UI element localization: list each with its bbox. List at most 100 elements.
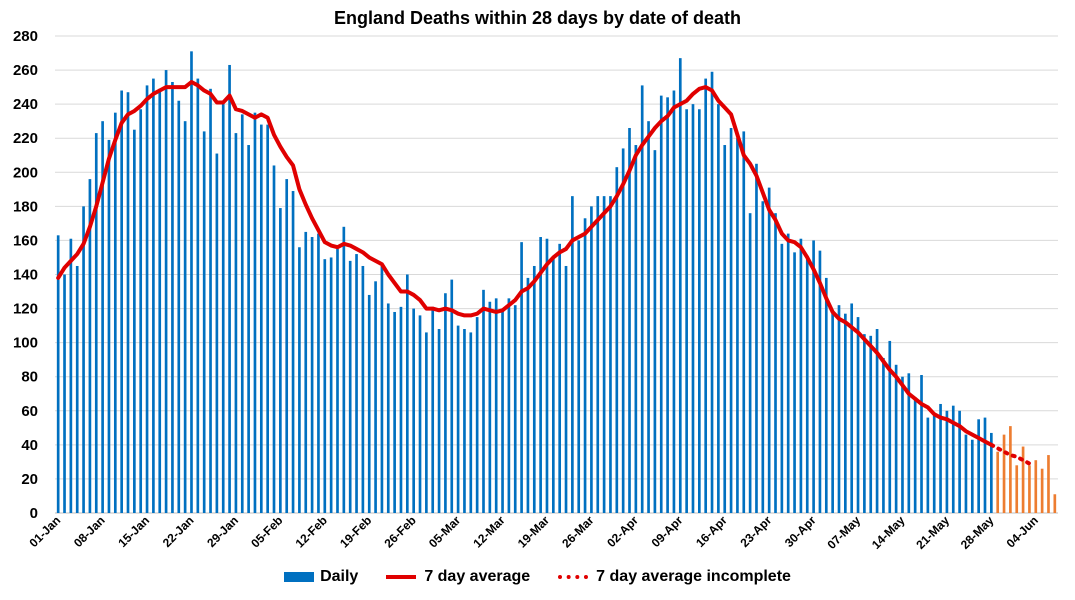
x-tick-label: 22-Jan [160, 513, 197, 550]
daily-bar [475, 317, 479, 513]
daily-bar [336, 248, 339, 514]
daily-bar [793, 252, 796, 513]
daily-bar [691, 104, 695, 514]
daily-bar [564, 265, 568, 513]
y-tick-label: 240 [13, 96, 38, 113]
daily-bar [818, 250, 822, 513]
daily-bar [742, 131, 746, 513]
x-tick-label: 12-Feb [293, 513, 330, 550]
daily-bar [94, 133, 98, 513]
daily-bar [970, 439, 974, 513]
daily-bar [126, 92, 130, 513]
daily-bar [1015, 465, 1019, 513]
daily-bar [247, 145, 250, 513]
y-tick-label: 200 [13, 164, 38, 181]
daily-bar [234, 133, 238, 513]
daily-bar [571, 196, 574, 513]
daily-bar [329, 257, 333, 513]
daily-bar [780, 243, 784, 514]
daily-bar [240, 114, 244, 513]
daily-bar [501, 308, 504, 513]
y-tick-label: 260 [13, 62, 38, 79]
daily-bar [977, 419, 980, 513]
chart-plot: 020406080100120140160180200220240260280 … [13, 28, 1058, 552]
daily-bar [361, 265, 365, 513]
daily-bar [894, 364, 898, 513]
daily-bar [1021, 446, 1025, 513]
daily-bar [145, 85, 149, 514]
daily-bar [1047, 455, 1050, 513]
daily-bar [285, 179, 289, 513]
daily-bar [545, 238, 549, 513]
x-tick-label: 05-Feb [248, 513, 285, 550]
daily-bar [469, 332, 473, 513]
daily-bar [215, 153, 219, 513]
daily-bar [279, 208, 282, 513]
daily-bar [253, 112, 257, 514]
daily-bar [463, 329, 466, 513]
legend: Daily 7 day average 7 day average incomp… [0, 568, 1075, 586]
daily-bar [723, 145, 727, 513]
daily-bar [945, 410, 949, 513]
legend-daily-label: Daily [320, 568, 359, 585]
daily-bar [704, 78, 708, 513]
daily-bar [56, 235, 60, 513]
daily-bar [786, 233, 790, 513]
daily-bar [913, 397, 917, 513]
x-tick-label: 09-Apr [649, 513, 686, 550]
avg-line-incomplete [989, 442, 1032, 466]
daily-bar [532, 265, 536, 513]
x-tick-label: 21-May [913, 513, 952, 552]
daily-bar [596, 196, 600, 513]
daily-bar [456, 325, 460, 513]
y-tick-label: 40 [21, 437, 38, 454]
daily-bar [1009, 426, 1012, 513]
daily-bar [272, 165, 276, 513]
daily-bar [139, 109, 143, 513]
daily-bar [386, 303, 390, 513]
daily-bar [577, 240, 581, 513]
daily-bar [304, 231, 308, 514]
x-tick-label: 16-Apr [693, 513, 730, 550]
daily-bar [291, 191, 295, 513]
daily-bar [907, 373, 911, 513]
daily-bar [444, 293, 447, 513]
daily-bar [405, 274, 409, 513]
y-tick-label: 120 [13, 301, 38, 318]
daily-bar [298, 247, 301, 513]
x-tick-label: 19-Feb [337, 513, 374, 550]
x-tick-label: 05-Mar [426, 513, 463, 550]
daily-bar [647, 121, 650, 513]
daily-bar [113, 112, 117, 514]
x-tick-label: 07-May [824, 513, 863, 552]
x-tick-label: 26-Feb [382, 513, 419, 550]
daily-bar [659, 95, 663, 513]
daily-bar [717, 104, 720, 514]
chart-title: England Deaths within 28 days by date of… [333, 8, 742, 28]
daily-bar [1028, 465, 1031, 513]
daily-bar [920, 375, 923, 513]
daily-bar [748, 213, 752, 513]
y-tick-label: 180 [13, 198, 38, 215]
daily-bar [418, 315, 422, 513]
daily-bar [323, 259, 327, 513]
daily-bar [437, 329, 441, 513]
daily-bar [882, 357, 885, 513]
daily-bar [69, 238, 73, 513]
seven-day-average [56, 79, 1032, 466]
daily-bar [342, 226, 346, 514]
daily-bar [171, 81, 174, 513]
daily-bars [56, 51, 1057, 514]
daily-bar [259, 124, 263, 513]
y-tick-label: 140 [13, 267, 38, 284]
x-tick-label: 14-May [869, 513, 908, 552]
legend-daily: Daily [284, 568, 358, 586]
x-tick-label: 15-Jan [115, 513, 152, 550]
daily-bar [558, 243, 562, 514]
daily-bar [932, 415, 936, 513]
daily-bar [507, 298, 511, 513]
daily-bar [837, 305, 841, 513]
daily-bar [101, 121, 104, 513]
daily-bar [958, 410, 961, 513]
